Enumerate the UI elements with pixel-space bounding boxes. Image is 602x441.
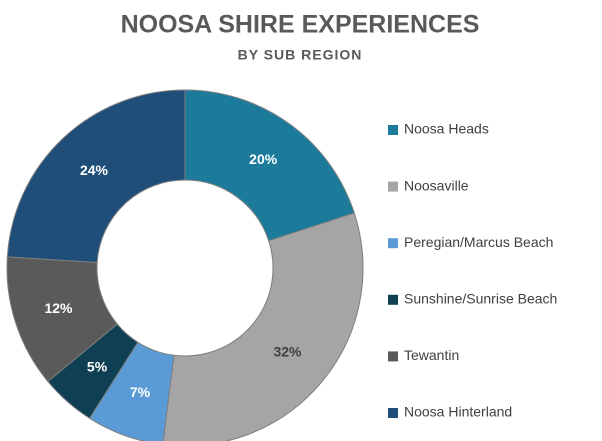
- legend-swatch: [388, 181, 398, 192]
- legend-swatch: [388, 238, 398, 249]
- donut-slice: [6, 89, 186, 264]
- donut-slice: [162, 212, 364, 441]
- legend-label: Tewantin: [404, 347, 459, 363]
- legend-label: Noosa Hinterland: [404, 404, 512, 420]
- legend-label: Sunshine/Sunrise Beach: [404, 291, 557, 307]
- legend-swatch: [388, 125, 398, 135]
- slice-label: 5%: [87, 358, 108, 374]
- chart-title: NOOSA SHIRE EXPERIENCES: [121, 11, 480, 39]
- donut-slice: [184, 89, 355, 242]
- slice-label: 7%: [130, 384, 151, 400]
- legend-swatch: [388, 294, 398, 305]
- legend-swatch: [388, 408, 398, 418]
- slice-label: 12%: [44, 300, 73, 316]
- chart-subtitle: BY SUB REGION: [238, 47, 363, 63]
- slice-label: 24%: [80, 162, 109, 178]
- legend-label: Peregian/Marcus Beach: [404, 234, 553, 250]
- legend-swatch: [388, 351, 398, 362]
- slice-label: 20%: [249, 151, 278, 167]
- legend-label: Noosa Heads: [404, 121, 489, 137]
- legend-label: Noosaville: [404, 177, 469, 193]
- slice-label: 32%: [273, 343, 302, 359]
